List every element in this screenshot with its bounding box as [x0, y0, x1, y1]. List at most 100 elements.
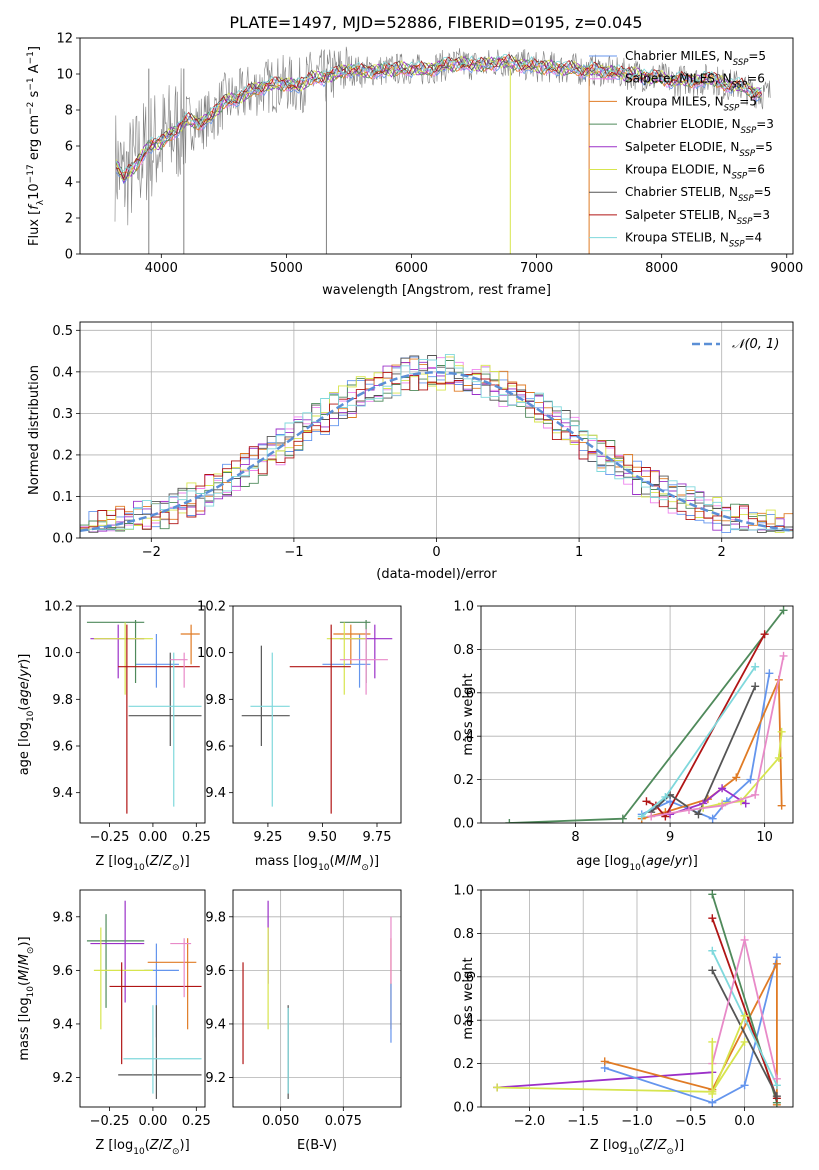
- y-axis-label: mass weight: [461, 957, 476, 1039]
- axes-mass-EBV: 0.050 0.075 9.2 9.4 9.6 9.8 E(B-V): [205, 889, 402, 1153]
- legend-tail: =4: [745, 231, 763, 245]
- legend-sub: SSP: [741, 126, 757, 136]
- weight-marker: [777, 801, 786, 810]
- weight-marker: [708, 890, 717, 899]
- residual-histogram-step: [80, 371, 793, 538]
- legend-text: Salpeter ELODIE, N: [625, 140, 739, 154]
- y-tick-label: 9.6: [52, 740, 73, 755]
- weight-marker: [772, 1092, 781, 1101]
- spectrum-model-line: [115, 54, 763, 181]
- legend-text: Salpeter MILES, N: [625, 72, 732, 86]
- weight-marker: [637, 812, 646, 821]
- weight-marker: [740, 1081, 749, 1090]
- weight-marker: [760, 630, 769, 639]
- legend-text: Kroupa ELODIE, N: [625, 163, 732, 177]
- label-part: ]: [27, 46, 42, 51]
- x-tick-label: 0.075: [325, 1114, 362, 1129]
- x-axis-label: mass [log10(M/M⊙)]: [255, 854, 379, 873]
- label-part: /: [17, 965, 32, 970]
- y-tick-label: 12: [56, 32, 73, 47]
- x-tick-label: 9: [666, 830, 674, 845]
- x-tick-label: 1: [575, 545, 583, 560]
- axes-frame: [79, 889, 206, 1108]
- legend-text: Chabrier MILES, N: [625, 49, 733, 63]
- legend-entry: Kroupa ELODIE, NSSP=6: [625, 163, 765, 182]
- weight-marker: [751, 682, 760, 691]
- weight-marker: [774, 753, 783, 762]
- y-tick-label: 9.4: [52, 1017, 73, 1032]
- label-part: −1: [26, 77, 36, 90]
- y-tick-label: 0.4: [453, 730, 474, 745]
- y-tick-label: 0.2: [453, 1057, 474, 1072]
- legend-sub: SSP: [732, 81, 748, 91]
- label-part: −17: [26, 164, 36, 183]
- label-part: Z: [162, 854, 173, 869]
- weight-marker: [772, 1074, 781, 1083]
- x-tick-label: 0.25: [182, 1114, 211, 1129]
- legend-text: Chabrier STELIB, N: [625, 185, 738, 199]
- y-tick-label: 9.4: [205, 1017, 226, 1032]
- legend-entry: Kroupa STELIB, NSSP=4: [625, 231, 762, 250]
- x-tick-label: −2.0: [514, 1114, 546, 1129]
- legend-tail: =5: [754, 185, 772, 199]
- legend-sub: SSP: [733, 58, 749, 68]
- y-tick-label: 0.2: [453, 773, 474, 788]
- plot-area: [241, 620, 393, 814]
- label-part: mass [log: [17, 997, 32, 1060]
- label-part: (: [639, 1138, 644, 1153]
- x-tick-label: −1.5: [567, 1114, 599, 1129]
- x-axis-label: age [log10(age/yr)]: [576, 854, 698, 873]
- label-part: 10: [318, 863, 330, 873]
- label-part: −2: [26, 102, 36, 115]
- weight-marker: [779, 606, 788, 615]
- y-tick-label: 10.2: [44, 600, 73, 615]
- y-tick-label: 9.8: [52, 910, 73, 925]
- axes-age-Z: −0.25 0.00 0.259.49.69.810.010.2Z [log10(Z…: [17, 600, 211, 874]
- y-tick-label: 0: [65, 248, 73, 263]
- x-tick-label: 0.25: [182, 830, 211, 845]
- plot-area: [86, 620, 202, 814]
- label-part: )]: [180, 854, 190, 869]
- x-axis-label: (data-model)/error: [376, 567, 497, 582]
- weight-marker: [493, 1083, 502, 1092]
- label-part: 10: [133, 1147, 145, 1157]
- legend-tail: =5: [739, 94, 757, 108]
- y-tick-label: 0.2: [52, 448, 73, 463]
- plot-area: [86, 900, 202, 1099]
- legend-tail: =5: [748, 49, 766, 63]
- x-axis-label: Z [log10(Z/Z⊙)]: [95, 1138, 189, 1157]
- y-axis-label: mass weight: [461, 673, 476, 755]
- y-tick-label: 0.6: [453, 970, 474, 985]
- label-part: 10: [27, 183, 42, 200]
- weight-marker: [772, 959, 781, 968]
- x-tick-label: 9.25: [253, 830, 282, 845]
- label-part: yr: [674, 854, 690, 869]
- y-axis-label: Flux [fλ10−17 erg cm−2 s−1 A−1]: [26, 46, 46, 246]
- weight-marker: [708, 1089, 717, 1098]
- label-part: Z: [643, 1138, 654, 1153]
- label-part: A: [27, 64, 42, 77]
- x-tick-label: 4000: [145, 261, 178, 276]
- weight-marker: [732, 773, 741, 782]
- weight-marker: [746, 775, 755, 784]
- gaussian-curve: [80, 371, 793, 532]
- label-part: 10: [629, 863, 641, 873]
- weight-line: [646, 633, 766, 819]
- y-tick-label: 9.4: [205, 786, 226, 801]
- label-part: )]: [17, 936, 32, 946]
- x-tick-label: 10: [756, 830, 773, 845]
- axes-frame: [79, 37, 794, 255]
- weight-marker: [779, 651, 788, 660]
- legend-tail: =5: [755, 140, 773, 154]
- label-part: erg cm: [27, 115, 42, 164]
- y-tick-label: 9.2: [205, 1071, 226, 1086]
- label-part: )]: [688, 854, 698, 869]
- legend-text: Salpeter STELIB, N: [625, 208, 737, 222]
- y-tick-label: 8: [65, 104, 73, 119]
- y-tick-label: 10.2: [197, 600, 226, 615]
- weight-line: [641, 679, 783, 820]
- weight-marker: [740, 1011, 749, 1020]
- weight-line: [497, 1071, 713, 1089]
